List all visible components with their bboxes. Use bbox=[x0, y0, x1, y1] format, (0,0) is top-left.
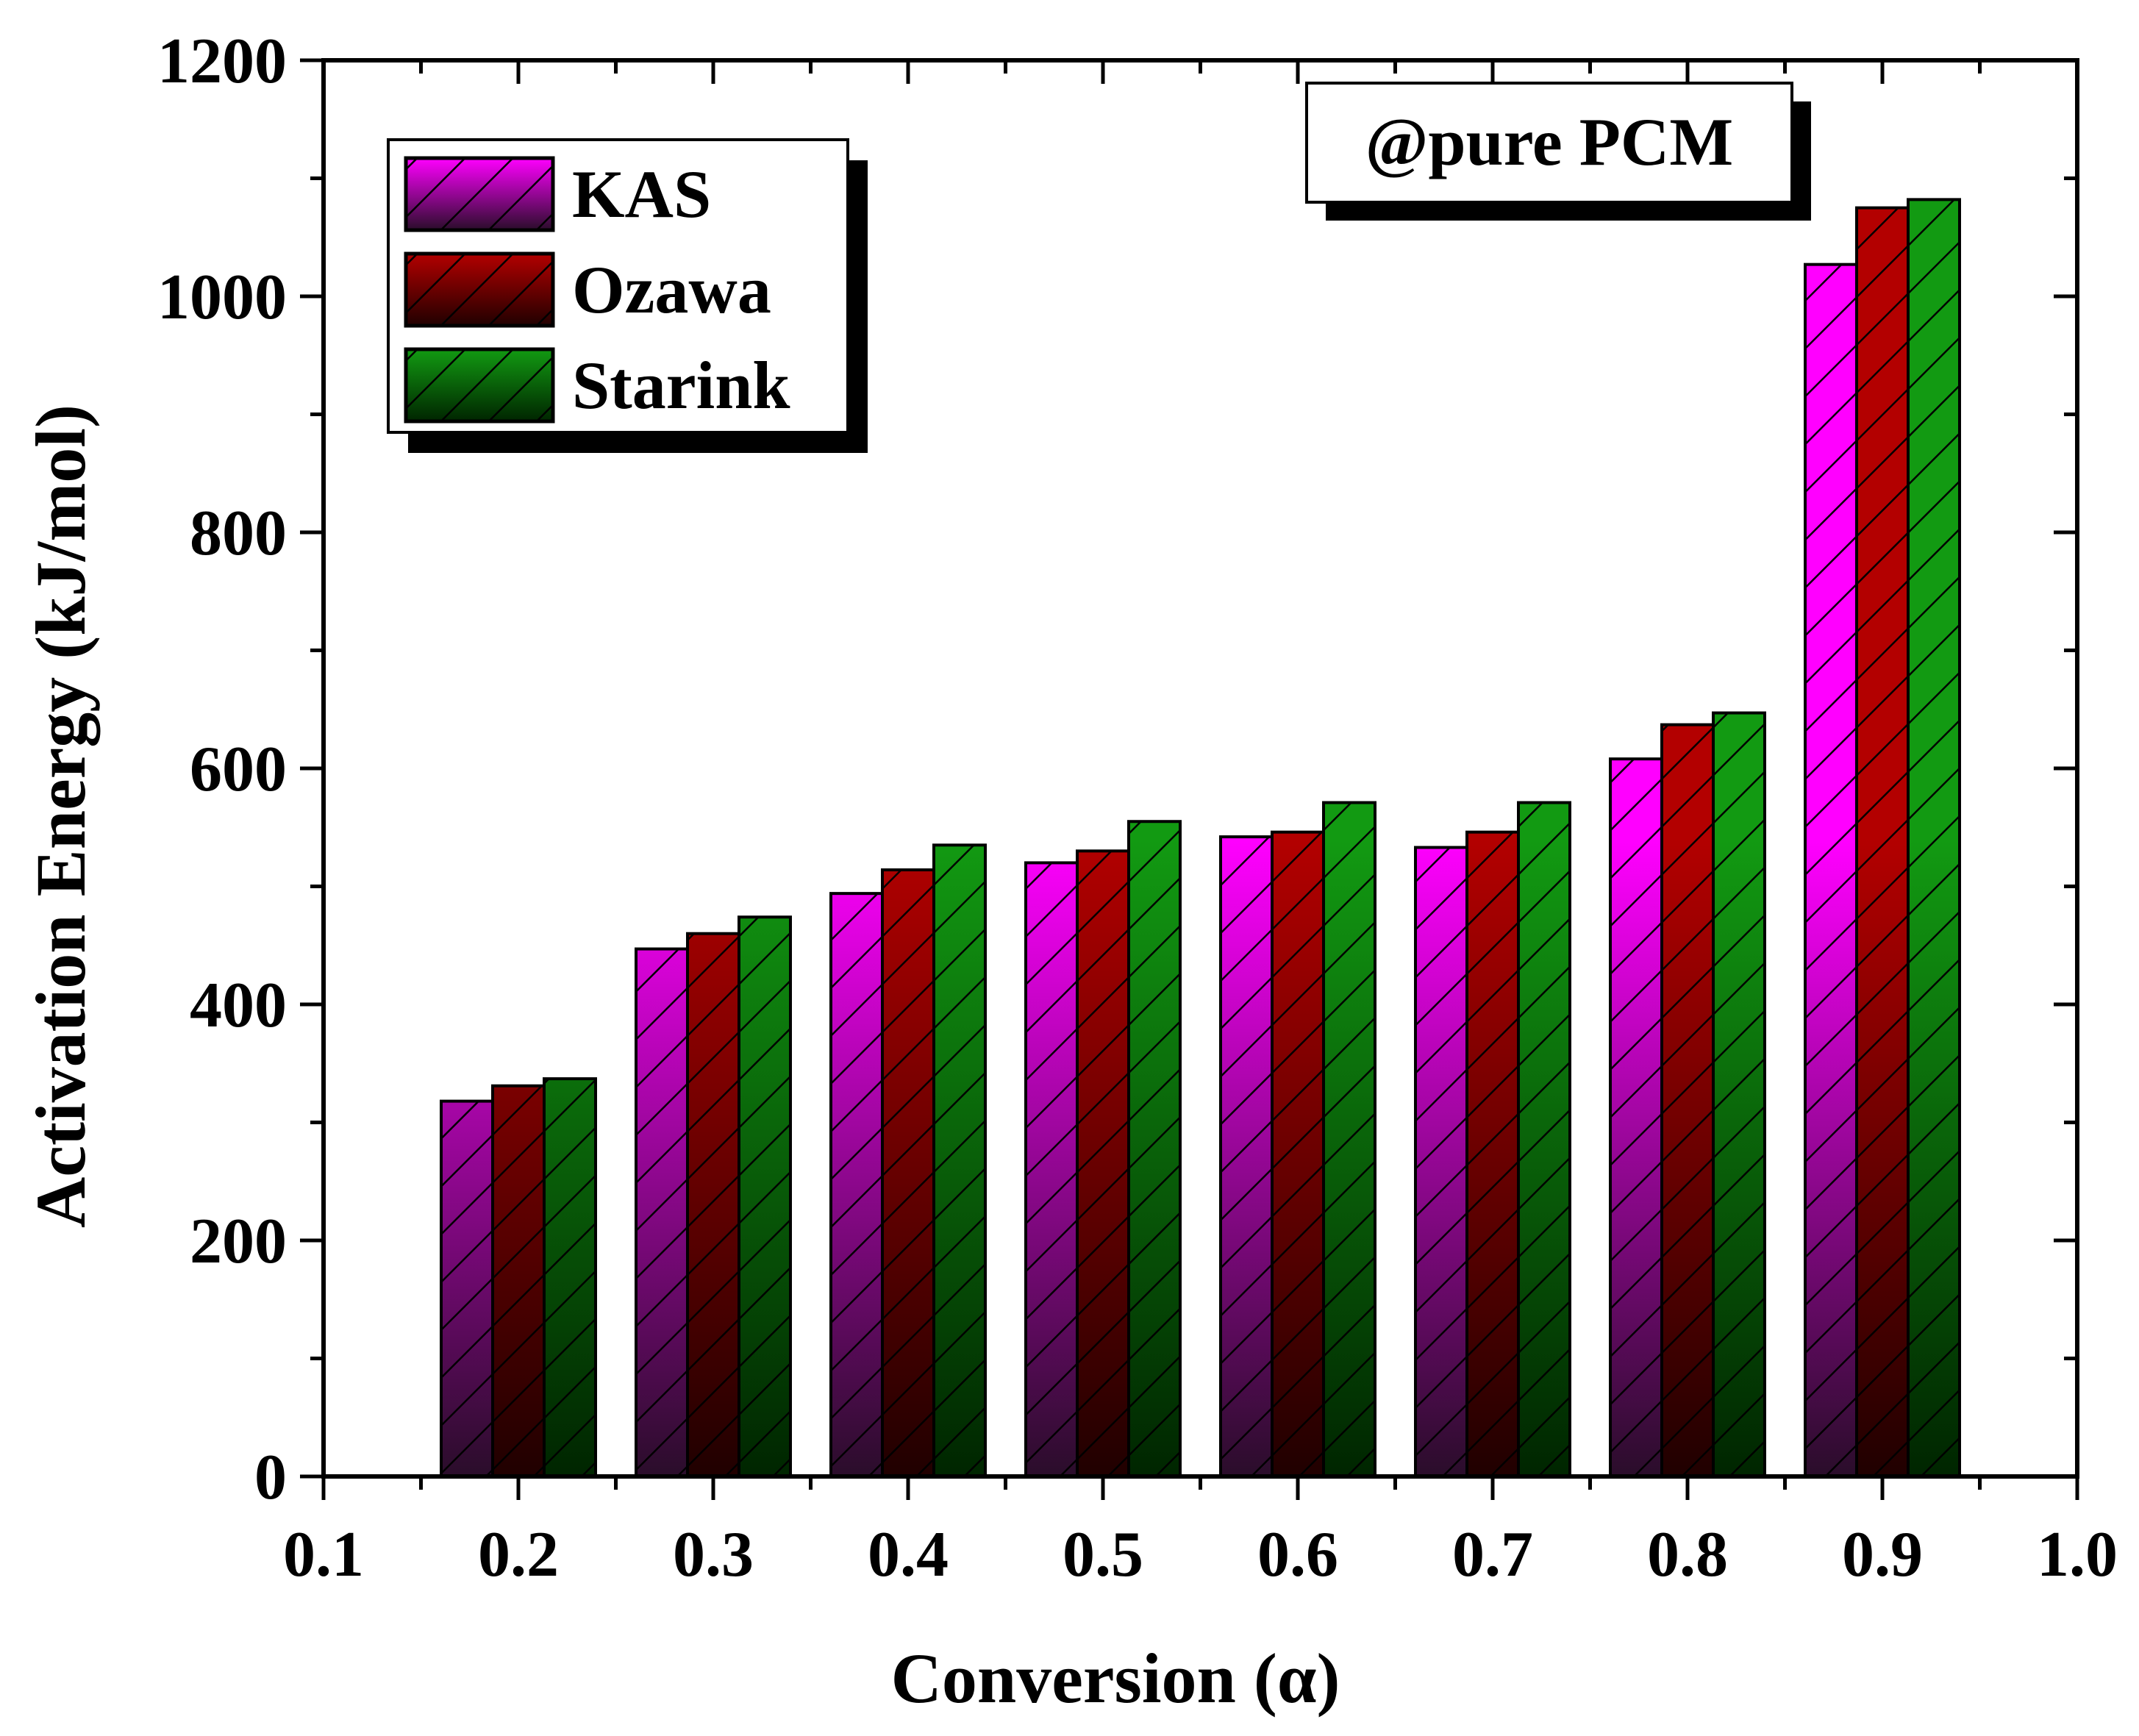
bar-hatch bbox=[491, 1084, 546, 1478]
bar-ozawa-0.6 bbox=[1271, 830, 1325, 1479]
legend-swatch bbox=[404, 347, 555, 424]
bar-hatch bbox=[1322, 801, 1376, 1479]
bar-starink-0.2 bbox=[543, 1077, 597, 1478]
bar-ozawa-0.8 bbox=[1660, 723, 1715, 1478]
x-axis-title: Conversion (α) bbox=[891, 1639, 1340, 1718]
y-tick-label: 800 bbox=[190, 498, 287, 569]
legend-label: KAS bbox=[572, 157, 711, 232]
bar-hatch bbox=[1660, 723, 1715, 1478]
x-tick-label: 0.2 bbox=[478, 1519, 559, 1590]
bar-kas-0.5 bbox=[1024, 861, 1079, 1478]
bar-starink-0.5 bbox=[1127, 820, 1182, 1478]
bar-starink-0.7 bbox=[1517, 801, 1571, 1479]
bar-hatch bbox=[829, 892, 884, 1478]
x-tick-label: 0.6 bbox=[1257, 1519, 1338, 1590]
y-tick-label: 400 bbox=[190, 970, 287, 1041]
bar-hatch bbox=[543, 1077, 597, 1478]
bar-hatch bbox=[1609, 757, 1663, 1479]
x-tick-label: 1.0 bbox=[2037, 1519, 2118, 1590]
x-tick-label: 0.8 bbox=[1647, 1519, 1728, 1590]
x-tick-label: 0.1 bbox=[283, 1519, 364, 1590]
y-tick-label: 0 bbox=[254, 1442, 287, 1513]
bar-hatch bbox=[686, 932, 740, 1478]
legend-label: Starink bbox=[572, 348, 790, 423]
bar-hatch bbox=[1465, 830, 1520, 1479]
legend-item-ozawa: Ozawa bbox=[404, 251, 771, 328]
bar-ozawa-0.9 bbox=[1855, 206, 1910, 1478]
legend: KAS Ozawa Starink bbox=[387, 138, 868, 453]
legend-swatch bbox=[404, 251, 555, 328]
bar-hatch bbox=[1219, 835, 1274, 1478]
y-axis-title: Activation Energy (kJ/mol) bbox=[21, 404, 100, 1228]
bar-kas-0.6 bbox=[1219, 835, 1274, 1478]
bar-kas-0.8 bbox=[1609, 757, 1663, 1479]
annotation-frame bbox=[1305, 82, 1793, 204]
bar-hatch bbox=[1907, 198, 1961, 1478]
y-tick-label: 200 bbox=[190, 1206, 287, 1277]
bar-hatch bbox=[1855, 206, 1910, 1478]
x-tick-label: 0.5 bbox=[1063, 1519, 1143, 1590]
bar-ozawa-0.4 bbox=[881, 868, 935, 1478]
bar-hatch bbox=[1712, 711, 1766, 1479]
legend-label: Ozawa bbox=[572, 252, 771, 327]
y-tick-label: 1000 bbox=[157, 262, 287, 333]
x-tick-label: 0.4 bbox=[868, 1519, 949, 1590]
bar-starink-0.6 bbox=[1322, 801, 1376, 1479]
bar-hatch bbox=[1804, 262, 1858, 1478]
bar-hatch bbox=[1127, 820, 1182, 1478]
legend-item-kas: KAS bbox=[404, 156, 711, 232]
bar-hatch bbox=[932, 843, 987, 1478]
x-tick-label: 0.9 bbox=[1842, 1519, 1923, 1590]
bar-kas-0.9 bbox=[1804, 262, 1858, 1478]
bar-hatch bbox=[440, 1099, 494, 1478]
bar-ozawa-0.5 bbox=[1076, 849, 1130, 1478]
bar-ozawa-0.7 bbox=[1465, 830, 1520, 1479]
bar-hatch bbox=[881, 868, 935, 1478]
bar-kas-0.2 bbox=[440, 1099, 494, 1478]
bar-hatch bbox=[1024, 861, 1079, 1478]
bar-hatch bbox=[1414, 846, 1468, 1479]
bar-kas-0.4 bbox=[829, 892, 884, 1478]
bar-starink-0.3 bbox=[738, 915, 792, 1478]
bar-hatch bbox=[738, 915, 792, 1478]
x-tick-label: 0.7 bbox=[1452, 1519, 1533, 1590]
annotation-box: @pure PCM bbox=[1305, 82, 1811, 221]
bar-kas-0.3 bbox=[635, 947, 689, 1478]
bar-starink-0.8 bbox=[1712, 711, 1766, 1479]
bar-hatch bbox=[635, 947, 689, 1478]
bar-ozawa-0.2 bbox=[491, 1084, 546, 1478]
bar-starink-0.4 bbox=[932, 843, 987, 1478]
bar-hatch bbox=[1517, 801, 1571, 1479]
bar-hatch bbox=[1076, 849, 1130, 1478]
bar-hatch bbox=[1271, 830, 1325, 1479]
legend-swatch bbox=[404, 156, 555, 232]
annotation-label: @pure PCM bbox=[1365, 104, 1733, 179]
axes-layer: 0 200 400 600 800 1000 1200 0.1 0.2 0.3 0.4 0.5 0.6 0… bbox=[157, 26, 2118, 1590]
bars-layer bbox=[440, 198, 1961, 1479]
bar-ozawa-0.3 bbox=[686, 932, 740, 1478]
bar-kas-0.7 bbox=[1414, 846, 1468, 1479]
y-tick-label: 600 bbox=[190, 734, 287, 805]
legend-item-starink: Starink bbox=[404, 347, 790, 424]
bar-starink-0.9 bbox=[1907, 198, 1961, 1478]
x-tick-label: 0.3 bbox=[673, 1519, 754, 1590]
y-tick-label: 1200 bbox=[157, 26, 287, 97]
